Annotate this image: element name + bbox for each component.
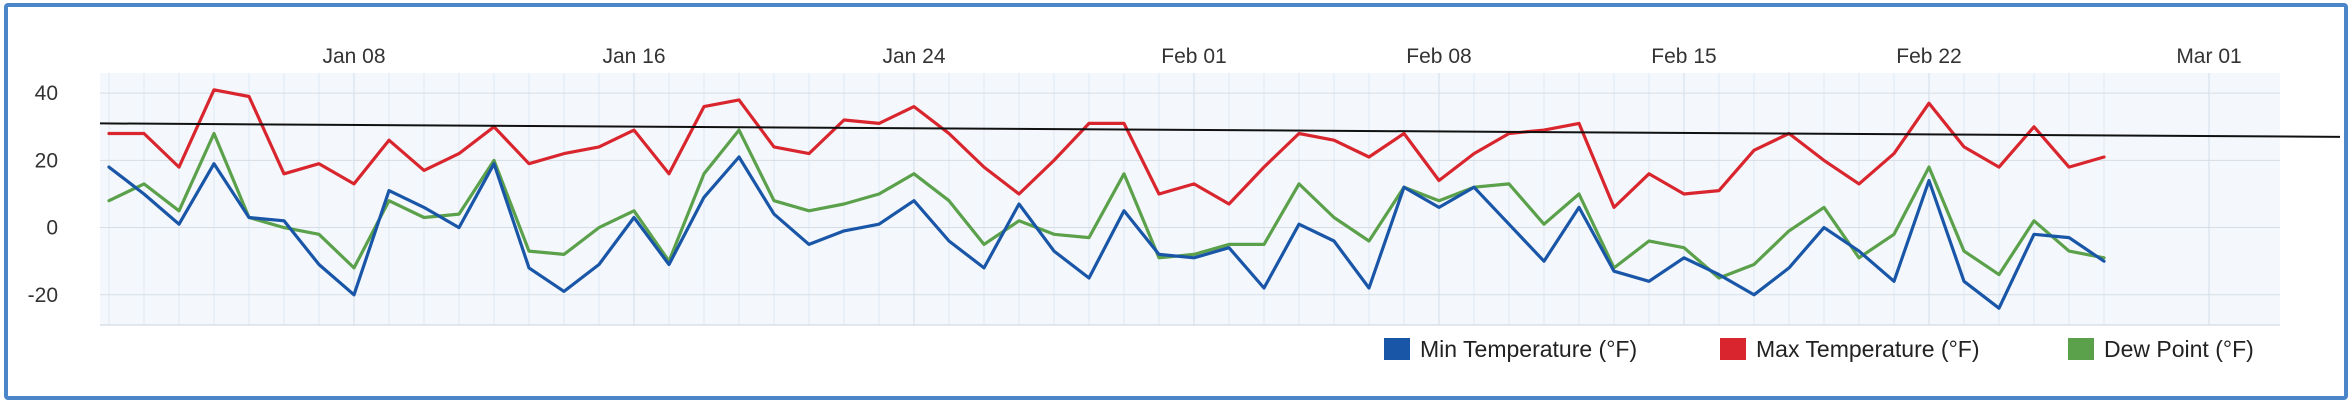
legend-label: Max Temperature (°F) [1756, 336, 1980, 362]
x-axis-ticks: Jan 08 Jan 16 Jan 24 Feb 01 Feb 08 Feb 15 Feb … [322, 45, 2241, 68]
legend-label: Dew Point (°F) [2104, 336, 2254, 362]
y-tick-label: 0 [46, 217, 58, 240]
y-tick-label: 20 [35, 149, 58, 172]
x-tick-label: Mar 01 [2176, 45, 2241, 68]
min-temperature-line [107, 155, 2106, 310]
chart-panel: Jan 08 Jan 16 Jan 24 Feb 01 Feb 08 Feb 15 Feb … [4, 3, 2348, 400]
x-tick-label: Feb 01 [1161, 45, 1226, 68]
x-tick-label: Jan 16 [602, 45, 665, 68]
trend-line [99, 122, 2341, 138]
legend-swatch [1720, 338, 1746, 360]
legend-label: Min Temperature (°F) [1420, 336, 1637, 362]
line-chart: Jan 08 Jan 16 Jan 24 Feb 01 Feb 08 Feb 15 Feb … [28, 45, 2341, 362]
y-tick-label: 40 [35, 82, 58, 105]
max-temperature-line [107, 88, 2106, 209]
plot-area [100, 73, 2280, 325]
x-tick-label: Feb 15 [1651, 45, 1716, 68]
x-tick-label: Feb 08 [1406, 45, 1471, 68]
y-axis-ticks: -20 0 20 40 [28, 82, 58, 307]
trend-line-layer [99, 122, 2341, 138]
gridlines [100, 73, 2280, 326]
y-tick-label: -20 [28, 284, 58, 307]
legend-dew-point[interactable]: Dew Point (°F) [2068, 336, 2254, 362]
legend-swatch [1384, 338, 1410, 360]
series-lines [107, 88, 2106, 310]
x-tick-label: Jan 24 [882, 45, 945, 68]
x-tick-label: Feb 22 [1896, 45, 1961, 68]
legend-min-temperature[interactable]: Min Temperature (°F) [1384, 336, 1637, 362]
x-tick-label: Jan 08 [322, 45, 385, 68]
legend-swatch [2068, 338, 2094, 360]
plot-background [100, 73, 2280, 325]
legend: Min Temperature (°F) Max Temperature (°F)… [1384, 336, 2254, 362]
legend-max-temperature[interactable]: Max Temperature (°F) [1720, 336, 1980, 362]
